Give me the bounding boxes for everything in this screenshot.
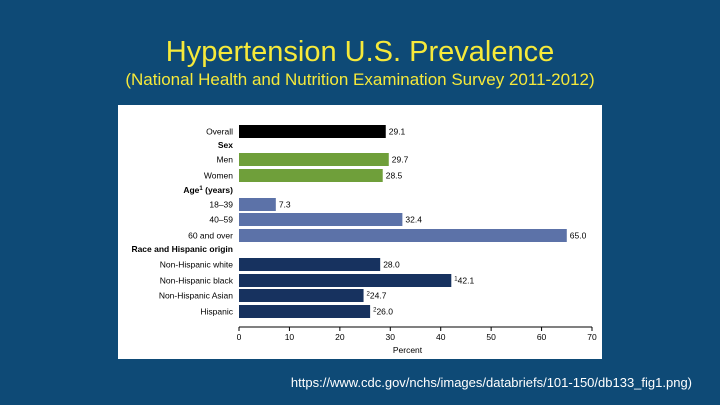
slide-title: Hypertension U.S. Prevalence xyxy=(165,36,555,68)
bar-overall xyxy=(239,125,386,138)
category-label: Women xyxy=(204,171,233,181)
category-label: Non-Hispanic black xyxy=(160,276,234,286)
category-label: Hispanic xyxy=(200,307,233,317)
category-label: Non-Hispanic Asian xyxy=(159,291,233,301)
x-tick-label: 60 xyxy=(537,332,547,342)
data-label: 29.1 xyxy=(389,127,406,137)
x-tick-label: 70 xyxy=(587,332,597,342)
category-label: Non-Hispanic white xyxy=(160,260,233,270)
slide-subtitle: (National Health and Nutrition Examinati… xyxy=(125,70,595,89)
data-label: 28.0 xyxy=(383,260,400,270)
data-label: 28.5 xyxy=(386,171,403,181)
category-label: 60 and over xyxy=(188,231,233,241)
bar-race xyxy=(239,274,452,287)
category-label: Overall xyxy=(206,127,233,137)
bar-sex xyxy=(239,153,389,166)
bar-sex xyxy=(239,169,383,182)
bar-chart: Sex Age1 (years) Race and Hispanic origin O… xyxy=(131,125,597,355)
bar-race xyxy=(239,289,364,302)
bar-race xyxy=(239,258,381,271)
x-axis-label: Percent xyxy=(393,345,423,355)
bar-age xyxy=(239,198,276,211)
x-tick-label: 30 xyxy=(386,332,396,342)
x-tick-label: 10 xyxy=(285,332,295,342)
category-label: 40–59 xyxy=(209,215,233,225)
data-label: 224.7 xyxy=(367,291,387,301)
chart-panel: Sex Age1 (years) Race and Hispanic origin O… xyxy=(118,105,602,359)
x-tick-label: 40 xyxy=(436,332,446,342)
group-header: Sex xyxy=(218,140,233,150)
bar-age xyxy=(239,213,403,226)
x-tick-label: 20 xyxy=(335,332,345,342)
data-label: 29.7 xyxy=(392,155,409,165)
x-tick-label: 0 xyxy=(237,332,242,342)
category-label: 18–39 xyxy=(209,200,233,210)
bar-race xyxy=(239,305,371,318)
data-label: 226.0 xyxy=(373,307,393,317)
group-header: Age1 (years) xyxy=(183,185,233,195)
data-label: 7.3 xyxy=(279,200,291,210)
data-label: 65.0 xyxy=(570,231,587,241)
data-label: 142.1 xyxy=(454,276,474,286)
bar-age xyxy=(239,229,567,242)
category-label: Men xyxy=(216,155,233,165)
data-label: 32.4 xyxy=(405,215,422,225)
x-tick-label: 50 xyxy=(486,332,496,342)
source-citation: https://www.cdc.gov/nchs/images/databrie… xyxy=(290,375,692,390)
group-header: Race and Hispanic origin xyxy=(131,244,233,254)
